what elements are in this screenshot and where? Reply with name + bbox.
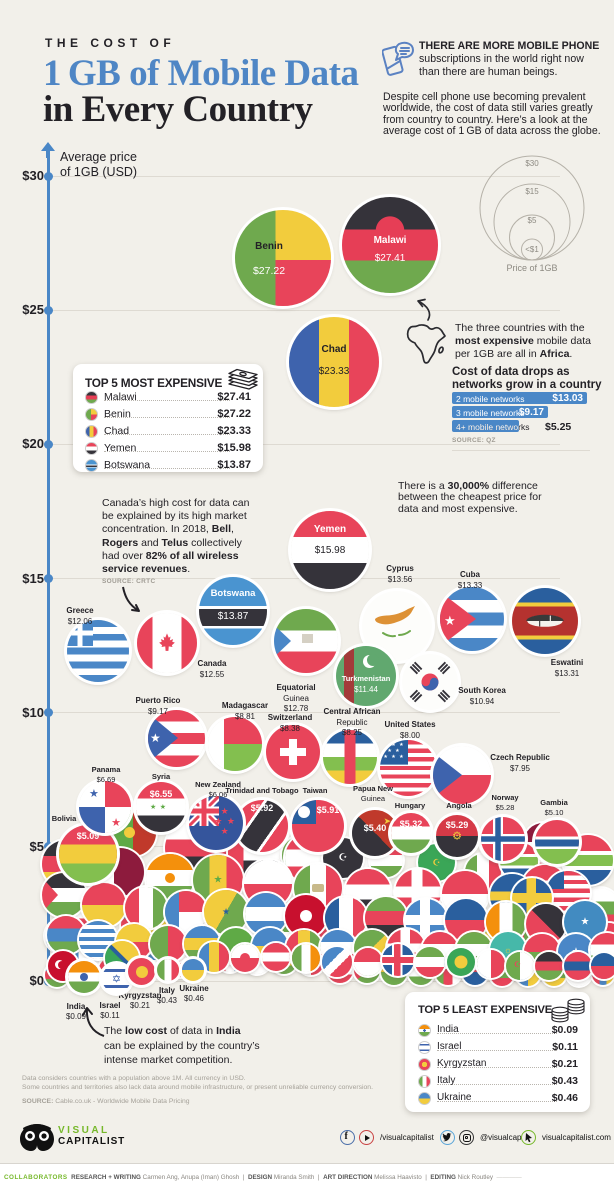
svg-text:$30: $30 xyxy=(525,159,539,168)
svg-text:Price of 1GB: Price of 1GB xyxy=(506,263,557,273)
svg-text:$5: $5 xyxy=(528,216,537,225)
svg-text:$15: $15 xyxy=(525,187,539,196)
svg-text:<$1: <$1 xyxy=(525,245,539,254)
